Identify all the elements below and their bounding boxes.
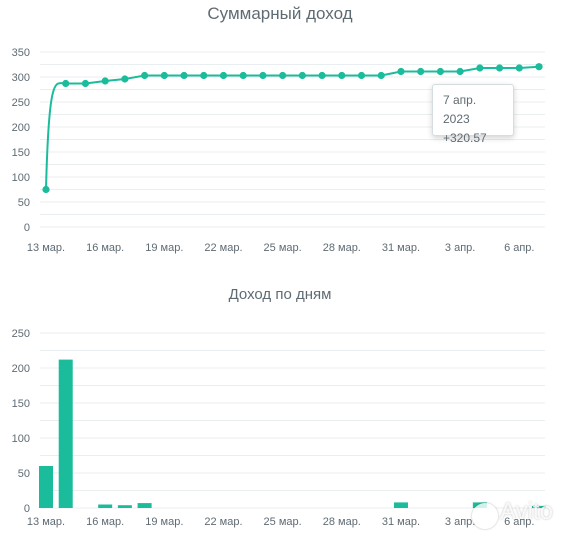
x-tick-label: 6 апр. — [504, 242, 534, 254]
data-point — [377, 71, 385, 80]
x-tick-label: 22 мар. — [204, 516, 242, 528]
data-point — [417, 67, 425, 76]
data-point — [495, 64, 504, 72]
x-tick-label: 19 мар. — [145, 516, 183, 528]
tooltip-date: 7 апр. 2023 — [443, 93, 477, 126]
data-point — [101, 77, 109, 85]
bar — [58, 359, 73, 508]
bar — [532, 505, 546, 508]
data-point — [318, 71, 326, 80]
x-tick-label: 28 мар. — [323, 516, 361, 528]
bar — [117, 505, 132, 508]
x-tick-label: 22 мар. — [204, 242, 242, 254]
data-point — [141, 71, 149, 80]
data-point — [397, 67, 405, 76]
y-tick-label: 100 — [12, 172, 30, 184]
bar — [137, 503, 152, 508]
tooltip-value: +320.57 — [443, 131, 487, 145]
y-tick-label: 50 — [18, 468, 30, 480]
y-tick-label: 0 — [24, 503, 30, 515]
data-point — [121, 75, 129, 83]
y-tick-label: 100 — [12, 433, 30, 445]
data-point — [160, 71, 168, 80]
bar — [39, 466, 53, 508]
bar — [98, 504, 113, 508]
watermark: Avito — [500, 498, 553, 525]
data-point — [515, 64, 523, 72]
data-point — [456, 67, 464, 76]
data-point — [180, 71, 188, 80]
y-tick-label: 50 — [18, 197, 30, 209]
data-point — [259, 71, 267, 80]
x-tick-label: 31 мар. — [382, 516, 420, 528]
x-tick-label: 25 мар. — [264, 516, 302, 528]
y-tick-label: 0 — [24, 222, 30, 234]
y-tick-label: 350 — [12, 47, 30, 59]
bar — [393, 502, 408, 508]
data-point — [81, 79, 90, 88]
series-line — [45, 65, 540, 190]
data-point — [42, 185, 50, 194]
data-point — [338, 71, 346, 80]
x-tick-label: 31 мар. — [382, 242, 420, 254]
chart-title-cumulative: Суммарный доход — [207, 4, 353, 23]
x-tick-label: 6 апр. — [504, 516, 534, 528]
data-point — [535, 63, 543, 71]
x-tick-label: 13 мар. — [27, 516, 65, 528]
data-point — [239, 71, 247, 80]
x-tick-label: 3 апр. — [445, 242, 475, 254]
y-tick-label: 250 — [12, 328, 30, 340]
x-tick-label: 19 мар. — [145, 242, 183, 254]
y-tick-label: 200 — [12, 122, 30, 134]
x-tick-label: 16 мар. — [86, 516, 124, 528]
data-point — [298, 71, 306, 80]
x-tick-label: 3 апр. — [445, 516, 475, 528]
y-tick-label: 150 — [12, 398, 30, 410]
data-point — [279, 71, 287, 80]
data-point — [62, 79, 70, 88]
chart-title-daily: Доход по дням — [228, 286, 332, 303]
y-tick-label: 300 — [12, 72, 30, 84]
data-point — [436, 67, 444, 76]
x-tick-label: 25 мар. — [264, 242, 302, 254]
x-tick-label: 16 мар. — [86, 242, 124, 254]
avito-logo-icon — [472, 503, 498, 529]
y-tick-label: 250 — [12, 97, 30, 109]
data-point — [476, 64, 484, 72]
data-point — [219, 71, 228, 80]
x-tick-label: 13 мар. — [27, 242, 65, 254]
x-tick-label: 28 мар. — [323, 242, 361, 254]
y-tick-label: 150 — [12, 147, 30, 159]
y-tick-label: 200 — [12, 363, 30, 375]
data-point — [200, 71, 208, 80]
data-point — [357, 71, 366, 80]
tooltip: 7 апр. 2023 +320.57 — [432, 84, 514, 145]
